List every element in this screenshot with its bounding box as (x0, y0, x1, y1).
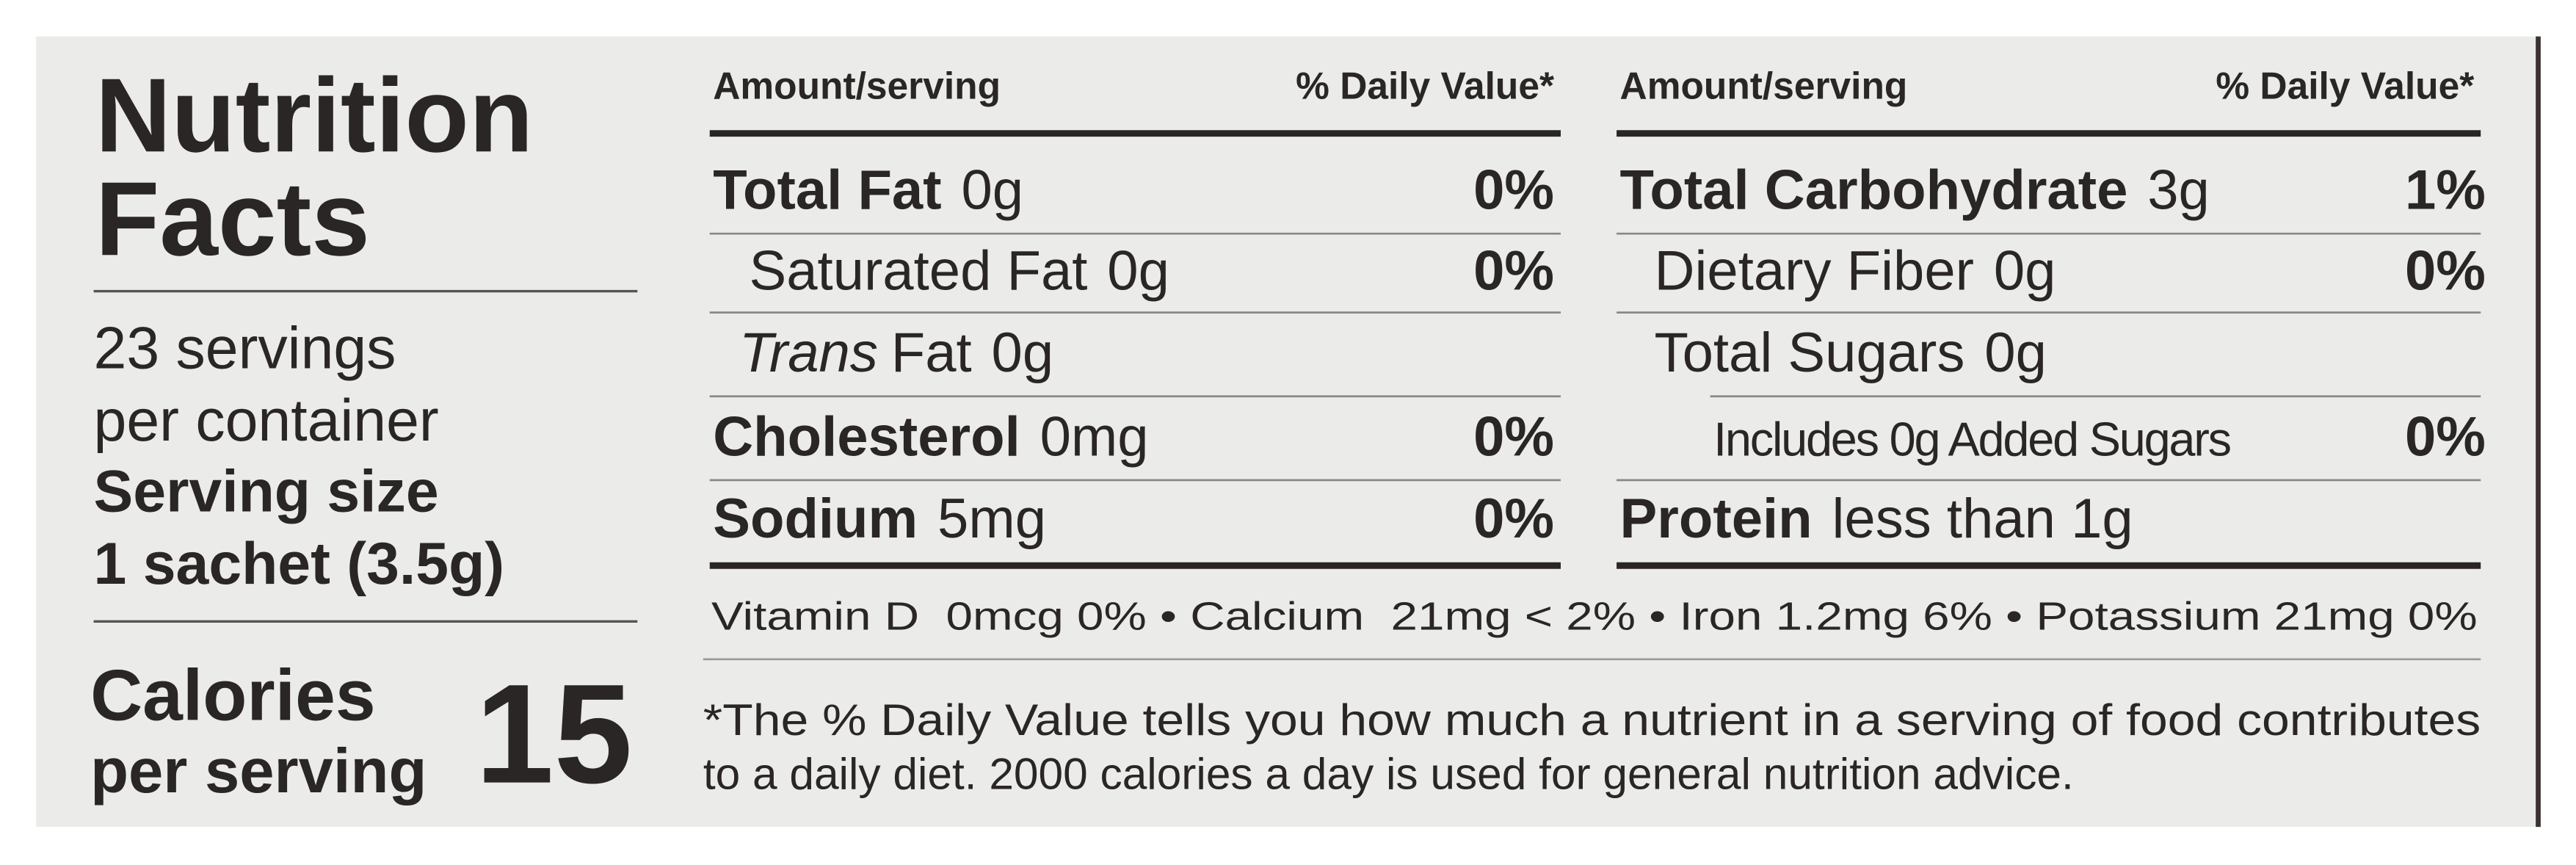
header-dv: % Daily Value* (2216, 65, 2474, 107)
header-amount: Amount/serving (1620, 65, 1908, 107)
nutrient-amount: 0mg (1040, 405, 1149, 468)
nutrient-name: Includes 0g Added Sugars (1713, 412, 2231, 466)
nutrient-row: Sodium 5mg (713, 488, 1046, 550)
daily-value: 0% (1473, 159, 1554, 222)
nutrient-name: Cholesterol (713, 405, 1020, 468)
nutrient-amount: 0g (1994, 239, 2056, 302)
servings: per container (94, 388, 439, 454)
nutrient-name: Sodium (713, 488, 918, 550)
nutrient-amount: 3g (2147, 159, 2210, 222)
nutrient-name: Dietary Fiber (1655, 239, 1974, 302)
nutrient-row: Total Carbohydrate 3g (1620, 159, 2210, 222)
daily-value: 0% (2405, 239, 2486, 302)
nutrient-row: Includes 0g Added Sugars (1713, 412, 2231, 466)
title: Facts (95, 160, 370, 278)
nutrient-name: Protein (1620, 488, 1813, 550)
nutrient-name: Total Fat (713, 159, 941, 222)
nutrient-amount: 0g (961, 159, 1023, 222)
footnote: to a daily diet. 2000 calories a day is … (703, 749, 2074, 799)
calories-value: 15 (476, 655, 633, 813)
header-dv: % Daily Value* (1296, 65, 1554, 107)
vitamins: Vitamin D 0mcg 0% • Calcium 21mg < 2% • … (711, 595, 2478, 639)
nutrient-name: Total Sugars (1655, 322, 1965, 384)
nutrient-amount: 0g (1984, 322, 2047, 384)
nutrient-amount: less than 1g (1832, 488, 2133, 550)
servings: 23 servings (94, 316, 396, 382)
nutrient-row: Dietary Fiber 0g (1655, 239, 2056, 302)
nutrient-amount: 0g (1107, 239, 1169, 302)
nutrient-row: Protein less than 1g (1620, 488, 2133, 550)
nutrient-name: Fat (891, 322, 972, 384)
calories-label: per serving (90, 736, 427, 806)
serving-size-label: Serving size (94, 458, 439, 524)
nutrient-row: Cholesterol 0mg (713, 405, 1148, 468)
daily-value: 0% (1473, 488, 1554, 550)
calories-label: Calories (90, 655, 376, 736)
serving-size: 1 sachet (3.5g) (94, 531, 505, 597)
daily-value: 0% (1473, 239, 1554, 302)
daily-value: 0% (2405, 405, 2486, 468)
nutrient-amount: 0g (992, 322, 1054, 384)
nutrient-italic: Trans (739, 322, 878, 384)
header-amount: Amount/serving (713, 65, 1001, 107)
nutrient-amount: 5mg (937, 488, 1046, 550)
nutrient-name: Saturated Fat (749, 239, 1087, 302)
nutrient-row: Trans Fat 0g (739, 322, 1053, 384)
footnote: *The % Daily Value tells you how much a … (703, 695, 2481, 745)
nutrient-name: Total Carbohydrate (1620, 159, 2128, 222)
nutrient-row: Total Fat 0g (713, 159, 1023, 222)
title: Nutrition (95, 57, 534, 174)
daily-value: 0% (1473, 405, 1554, 468)
label-panel (36, 36, 2539, 828)
daily-value: 1% (2405, 159, 2486, 222)
nutrient-row: Total Sugars 0g (1655, 322, 2047, 384)
nutrient-row: Saturated Fat 0g (749, 239, 1169, 302)
